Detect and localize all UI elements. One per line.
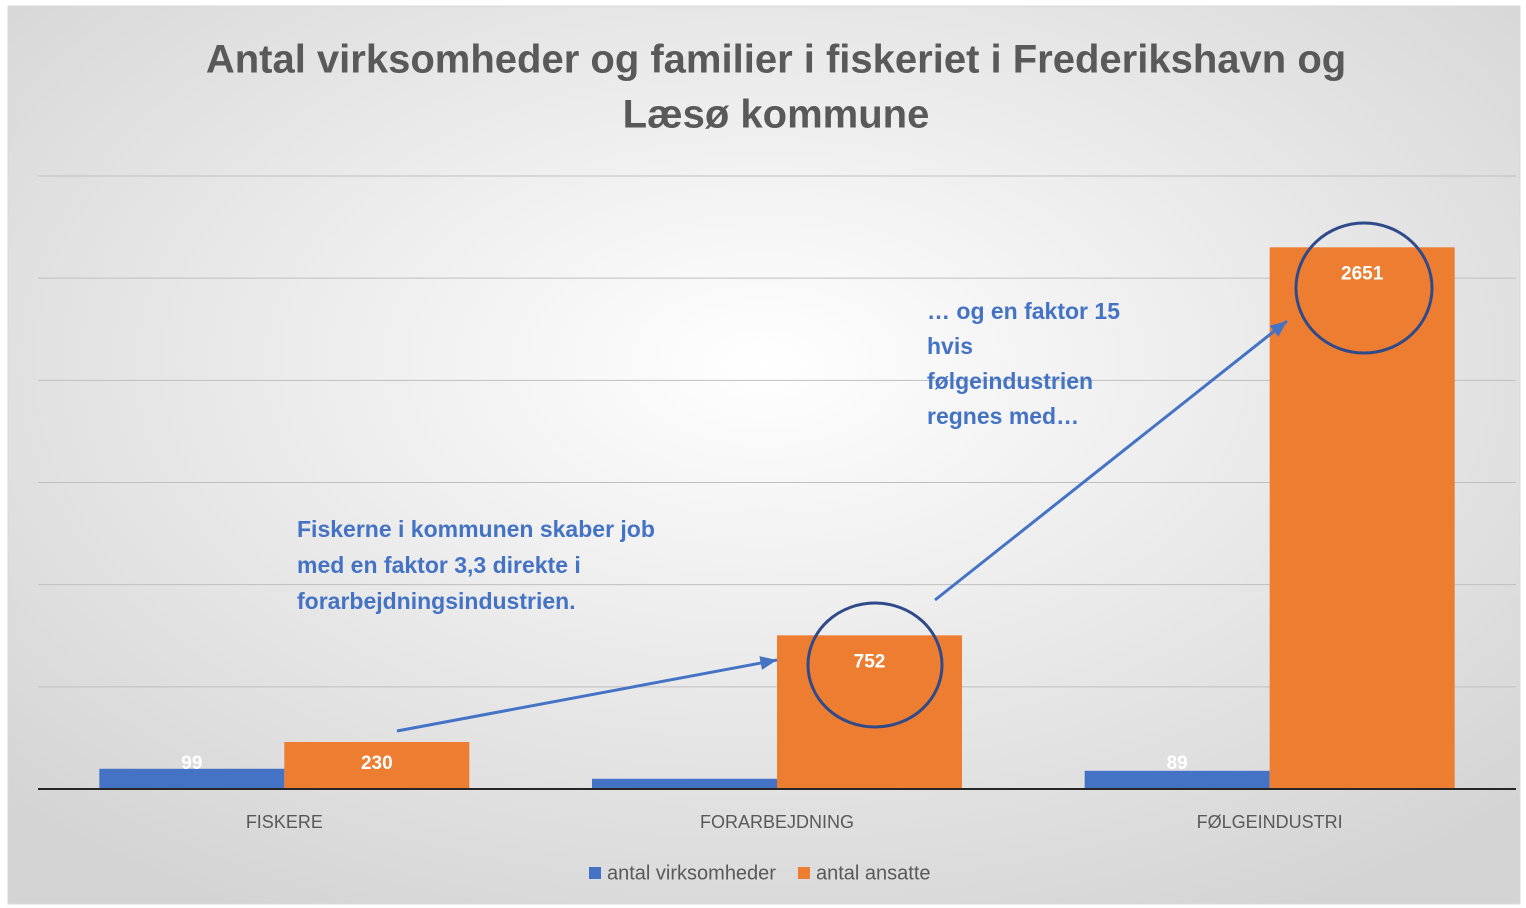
annotation: Fiskerne i kommunen skaber job — [297, 516, 655, 542]
bar — [592, 778, 777, 789]
data-label: 230 — [361, 753, 393, 774]
arrow-head — [1269, 321, 1287, 337]
bar — [1084, 770, 1270, 789]
bar — [99, 768, 285, 789]
data-label: 89 — [1167, 753, 1188, 774]
data-label: 99 — [181, 753, 202, 774]
chart-background — [7, 5, 1521, 905]
arrow-head — [759, 656, 777, 670]
arrow — [934, 319, 1288, 602]
annotation: hvis — [927, 333, 973, 359]
x-tick-label: FØLGEINDUSTRI — [1197, 812, 1343, 832]
annotation: forarbejdningsindustrien. — [297, 588, 576, 614]
annotation: med en faktor 3,3 direkte i — [297, 552, 581, 578]
chart-title: Antal virksomheder og familier i fiskeri… — [206, 38, 1346, 82]
annotation: følgeindustrien — [927, 368, 1093, 394]
arrow — [396, 658, 778, 733]
legend-label: antal ansatte — [816, 862, 931, 884]
x-tick-label: FORARBEJDNING — [700, 812, 854, 832]
legend-swatch — [797, 867, 810, 879]
x-tick-label: FISKERE — [246, 812, 323, 832]
highlight-circle — [806, 601, 944, 729]
bar — [284, 742, 470, 789]
annotation: … og en faktor 15 — [927, 298, 1120, 324]
data-label: 752 — [854, 651, 886, 672]
legend-label: antal virksomheder — [607, 862, 776, 884]
data-label: 2651 — [1341, 263, 1384, 284]
bar — [1269, 247, 1455, 790]
annotation: regnes med… — [927, 403, 1079, 429]
chart-title: Læsø kommune — [623, 93, 930, 137]
legend-swatch — [589, 867, 601, 879]
highlight-circle — [1294, 221, 1434, 355]
